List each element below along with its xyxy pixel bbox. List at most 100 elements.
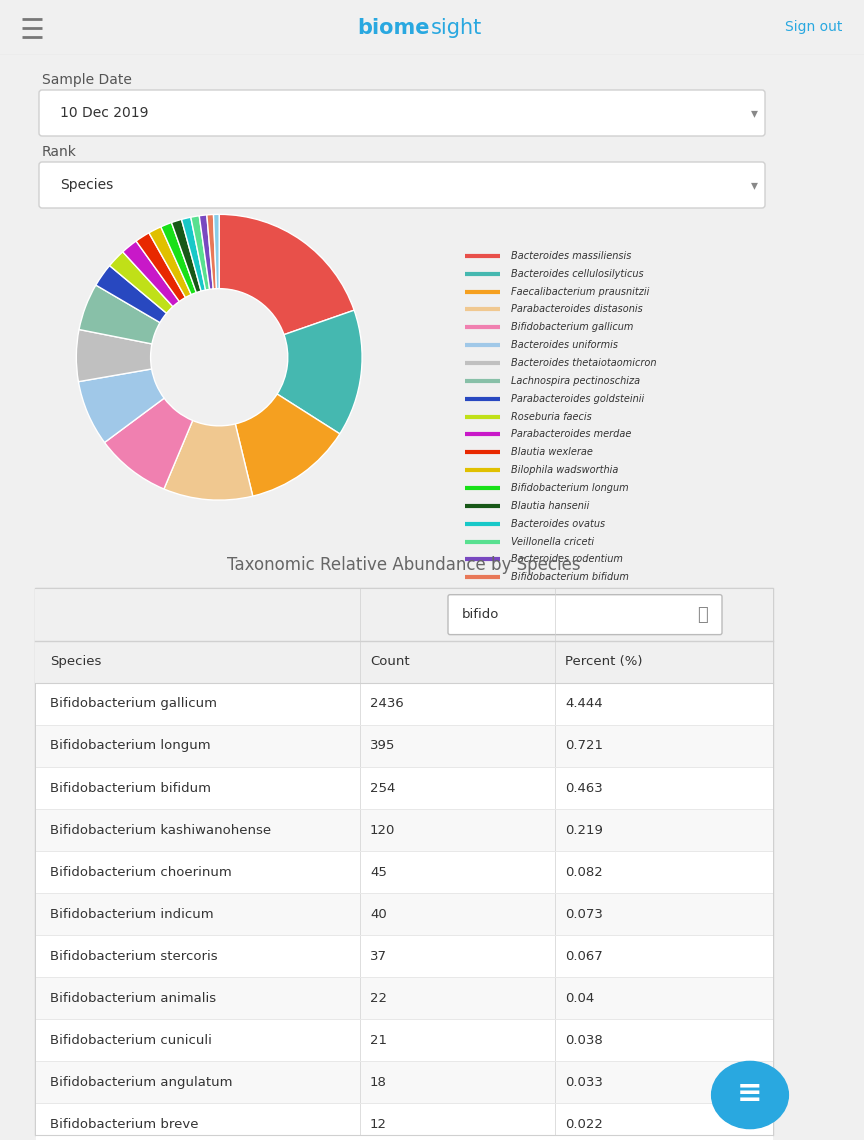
Text: 10 Dec 2019: 10 Dec 2019 bbox=[60, 106, 149, 120]
Text: Bacteroides massiliensis: Bacteroides massiliensis bbox=[511, 251, 632, 261]
Text: Rank: Rank bbox=[42, 145, 77, 158]
Wedge shape bbox=[200, 214, 213, 290]
FancyBboxPatch shape bbox=[39, 90, 765, 136]
FancyBboxPatch shape bbox=[35, 641, 773, 683]
Text: Parabacteroides merdae: Parabacteroides merdae bbox=[511, 430, 632, 439]
Text: 0.033: 0.033 bbox=[565, 1076, 603, 1089]
Text: Lachnospira pectinoschiza: Lachnospira pectinoschiza bbox=[511, 376, 640, 385]
Wedge shape bbox=[136, 233, 186, 301]
Text: 0.082: 0.082 bbox=[565, 865, 603, 879]
FancyBboxPatch shape bbox=[35, 588, 773, 1134]
Wedge shape bbox=[181, 218, 206, 291]
FancyBboxPatch shape bbox=[35, 588, 773, 641]
FancyBboxPatch shape bbox=[36, 1019, 773, 1061]
Wedge shape bbox=[96, 266, 167, 323]
Text: Blautia hansenii: Blautia hansenii bbox=[511, 500, 590, 511]
Text: 4.444: 4.444 bbox=[565, 698, 602, 710]
FancyBboxPatch shape bbox=[36, 1104, 773, 1140]
Text: Bifidobacterium indicum: Bifidobacterium indicum bbox=[50, 907, 213, 921]
Text: 37: 37 bbox=[370, 950, 387, 962]
Wedge shape bbox=[110, 252, 173, 314]
Text: Bacteroides uniformis: Bacteroides uniformis bbox=[511, 340, 619, 350]
Wedge shape bbox=[164, 421, 253, 500]
Text: 254: 254 bbox=[370, 782, 396, 795]
Wedge shape bbox=[149, 227, 191, 298]
Text: Bifidobacterium choerinum: Bifidobacterium choerinum bbox=[50, 865, 232, 879]
Text: Bacteroides ovatus: Bacteroides ovatus bbox=[511, 519, 606, 529]
Circle shape bbox=[712, 1061, 788, 1129]
Text: Bifidobacterium kashiwanohense: Bifidobacterium kashiwanohense bbox=[50, 823, 271, 837]
Text: Sphingobacterium shayense: Sphingobacterium shayense bbox=[511, 591, 651, 601]
Text: ▾: ▾ bbox=[751, 106, 758, 120]
Text: 18: 18 bbox=[370, 1076, 387, 1089]
FancyBboxPatch shape bbox=[36, 725, 773, 767]
FancyBboxPatch shape bbox=[36, 852, 773, 893]
FancyBboxPatch shape bbox=[36, 1061, 773, 1104]
Text: Sign out: Sign out bbox=[785, 21, 842, 34]
FancyBboxPatch shape bbox=[36, 935, 773, 977]
Text: sight: sight bbox=[431, 17, 482, 38]
Text: 2436: 2436 bbox=[370, 698, 403, 710]
Wedge shape bbox=[191, 215, 210, 290]
Text: Bifidobacterium bifidum: Bifidobacterium bifidum bbox=[50, 782, 211, 795]
Text: Bifidobacterium bifidum: Bifidobacterium bifidum bbox=[511, 572, 629, 583]
Text: ▾: ▾ bbox=[751, 178, 758, 192]
FancyBboxPatch shape bbox=[36, 683, 773, 725]
Text: Species: Species bbox=[50, 656, 101, 668]
Text: Bifidobacterium longum: Bifidobacterium longum bbox=[50, 740, 211, 752]
FancyBboxPatch shape bbox=[36, 809, 773, 852]
Text: ≡: ≡ bbox=[737, 1080, 763, 1108]
Text: Faecalibacterium prausnitzii: Faecalibacterium prausnitzii bbox=[511, 286, 650, 296]
Text: Veillonella criceti: Veillonella criceti bbox=[511, 537, 594, 547]
Text: Bifidobacterium angulatum: Bifidobacterium angulatum bbox=[50, 1076, 232, 1089]
Wedge shape bbox=[76, 329, 152, 382]
Text: Count: Count bbox=[370, 656, 410, 668]
Text: 0.04: 0.04 bbox=[565, 992, 594, 1004]
FancyBboxPatch shape bbox=[36, 977, 773, 1019]
Text: Bifidobacterium stercoris: Bifidobacterium stercoris bbox=[50, 950, 218, 962]
Wedge shape bbox=[105, 398, 193, 489]
Text: Roseburia faecis: Roseburia faecis bbox=[511, 412, 592, 422]
Text: biome: biome bbox=[358, 17, 430, 38]
Text: 22: 22 bbox=[370, 992, 387, 1004]
FancyBboxPatch shape bbox=[36, 767, 773, 809]
Wedge shape bbox=[235, 394, 340, 496]
Text: 0.038: 0.038 bbox=[565, 1034, 603, 1047]
Text: ⌕: ⌕ bbox=[696, 605, 708, 624]
Text: 0.073: 0.073 bbox=[565, 907, 603, 921]
Text: 0.721: 0.721 bbox=[565, 740, 603, 752]
Text: Bifidobacterium gallicum: Bifidobacterium gallicum bbox=[50, 698, 217, 710]
Text: 0.022: 0.022 bbox=[565, 1117, 603, 1131]
Text: Bifidobacterium breve: Bifidobacterium breve bbox=[50, 1117, 199, 1131]
Wedge shape bbox=[161, 222, 196, 294]
Wedge shape bbox=[171, 219, 201, 293]
Wedge shape bbox=[219, 214, 354, 335]
Text: Taxonomic Relative Abundance by Species: Taxonomic Relative Abundance by Species bbox=[227, 555, 581, 573]
Text: Bacteroides cellulosilyticus: Bacteroides cellulosilyticus bbox=[511, 269, 644, 278]
FancyBboxPatch shape bbox=[36, 893, 773, 935]
Wedge shape bbox=[79, 369, 164, 442]
Text: Bilophila wadsworthia: Bilophila wadsworthia bbox=[511, 465, 619, 475]
Text: Bacteroides rodentium: Bacteroides rodentium bbox=[511, 554, 623, 564]
Text: Species: Species bbox=[60, 178, 113, 192]
Text: Parabacteroides distasonis: Parabacteroides distasonis bbox=[511, 304, 643, 315]
Text: Bifidobacterium cuniculi: Bifidobacterium cuniculi bbox=[50, 1034, 212, 1047]
FancyBboxPatch shape bbox=[448, 595, 722, 635]
Wedge shape bbox=[277, 310, 362, 434]
Text: 0.219: 0.219 bbox=[565, 823, 603, 837]
Text: Bifidobacterium longum: Bifidobacterium longum bbox=[511, 483, 629, 492]
Text: Bifidobacterium gallicum: Bifidobacterium gallicum bbox=[511, 323, 633, 332]
Text: Bacteroides thetaiotaomicron: Bacteroides thetaiotaomicron bbox=[511, 358, 657, 368]
Text: 395: 395 bbox=[370, 740, 396, 752]
Text: Sample Date: Sample Date bbox=[42, 73, 132, 87]
Text: 0.463: 0.463 bbox=[565, 782, 603, 795]
Wedge shape bbox=[213, 214, 219, 288]
Text: 40: 40 bbox=[370, 907, 387, 921]
Wedge shape bbox=[206, 214, 217, 288]
Wedge shape bbox=[123, 241, 180, 307]
Text: Blautia wexlerae: Blautia wexlerae bbox=[511, 447, 594, 457]
Wedge shape bbox=[79, 285, 160, 344]
Text: Parabacteroides goldsteinii: Parabacteroides goldsteinii bbox=[511, 393, 645, 404]
Text: 21: 21 bbox=[370, 1034, 387, 1047]
Text: 0.067: 0.067 bbox=[565, 950, 603, 962]
